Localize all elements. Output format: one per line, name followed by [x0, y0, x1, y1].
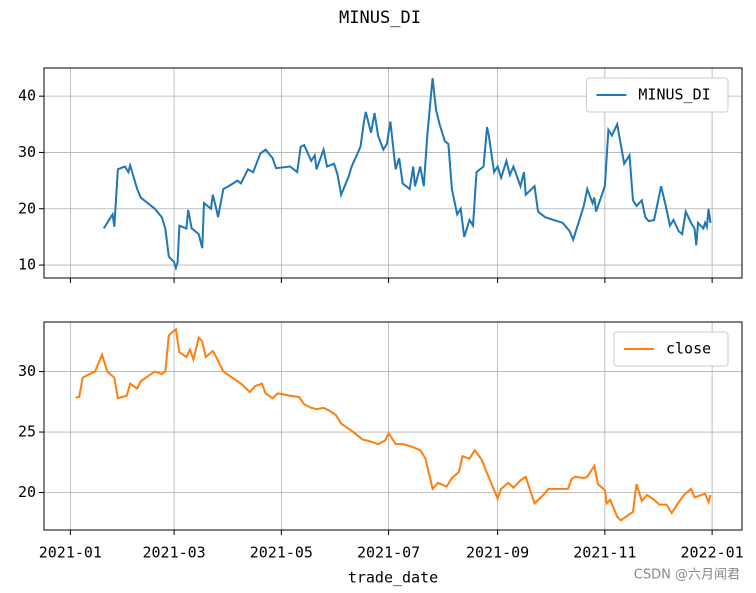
x-tick-label: 2022-01	[681, 544, 744, 562]
chart-title: MINUS_DI	[339, 8, 421, 28]
axes-frame	[43, 67, 743, 279]
legend-box	[613, 331, 729, 367]
y-tick-label: 30	[18, 362, 36, 380]
x-tick-label: 2021-03	[142, 544, 205, 562]
watermark: CSDN @六月闻君	[634, 568, 740, 583]
y-tick-label: 10	[18, 256, 36, 274]
x-tick-label: 2021-05	[250, 544, 313, 562]
axes-frame	[43, 321, 743, 531]
data-line	[75, 327, 712, 522]
y-tick-label: 30	[18, 143, 36, 161]
data-line	[102, 78, 712, 272]
x-tick-label: 2021-07	[357, 544, 420, 562]
x-axis-label: trade_date	[348, 569, 438, 587]
x-tick-label: 2021-11	[573, 544, 636, 562]
y-tick-label: 40	[18, 87, 36, 105]
legend-label: MINUS_DI	[638, 86, 710, 104]
y-tick-label: 25	[18, 423, 36, 441]
y-tick-label: 20	[18, 483, 36, 501]
x-tick-label: 2021-01	[39, 544, 102, 562]
y-tick-label: 20	[18, 199, 36, 217]
legend-box	[585, 77, 729, 113]
legend-label: close	[666, 340, 711, 358]
x-tick-label: 2021-09	[466, 544, 529, 562]
